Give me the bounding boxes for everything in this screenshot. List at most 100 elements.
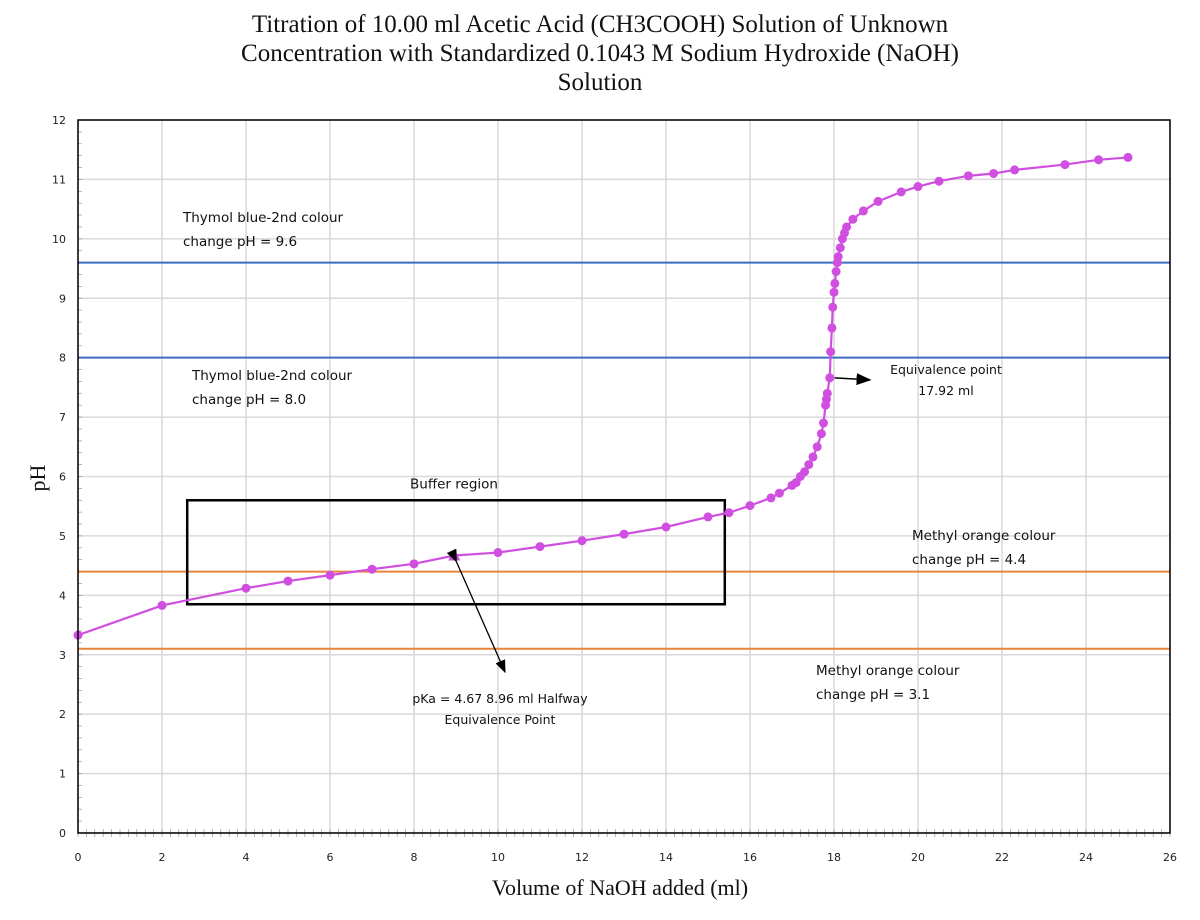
x-tick-label: 20 [911,851,925,864]
data-point [493,548,503,558]
annotations: Equivalence point 17.92 ml pKa = 4.67 8.96… [412,362,1002,727]
data-point [812,442,822,452]
x-tick-label: 24 [1079,851,1093,864]
y-tick-label: 6 [59,471,66,484]
y-tick-label: 8 [59,352,66,365]
reference-line-label: change pH = 9.6 [183,234,297,250]
data-point [848,214,858,224]
reference-line-label: change pH = 8.0 [192,392,306,408]
data-point [1060,160,1070,170]
data-point [800,467,810,477]
buffer-region-label: Buffer region [410,476,498,492]
data-point [535,542,545,552]
equivalence-label: Equivalence point [890,362,1002,377]
y-tick-label: 2 [59,708,66,721]
x-tick-label: 4 [243,851,250,864]
data-point [842,222,852,232]
data-point [858,206,868,216]
data-point [409,559,419,569]
title-line: Titration of 10.00 ml Acetic Acid (CH3CO… [251,11,949,38]
data-point [989,168,999,178]
data-point [367,564,377,574]
data-point [661,522,671,532]
data-point [913,182,923,192]
x-tick-label: 16 [743,851,757,864]
reference-lines: Thymol blue-2nd colour change pH = 9.6 Thy… [78,210,1170,703]
data-point [703,512,713,522]
halfway-arrow [446,548,506,674]
data-point [577,536,587,546]
data-point [828,302,838,312]
minor-ticks [77,119,1171,837]
x-tick-label: 18 [827,851,841,864]
x-tick-label: 8 [411,851,418,864]
data-point [829,287,839,297]
y-tick-label: 5 [59,530,66,543]
y-tick-label: 1 [59,768,66,781]
data-point [896,187,906,197]
data-point [825,373,835,383]
x-tick-label: 2 [159,851,166,864]
reference-line-label: Methyl orange colour [816,663,960,679]
data-point [835,243,845,253]
data-point [745,501,755,511]
reference-line-label: Methyl orange colour [912,528,1056,544]
y-tick-label: 0 [59,827,66,840]
x-tick-label: 22 [995,851,1009,864]
data-point [831,267,841,277]
data-point [325,570,335,580]
y-tick-label: 4 [59,589,66,602]
x-tick-label: 12 [575,851,589,864]
data-point [766,493,776,503]
data-point [816,429,826,439]
y-tick-label: 3 [59,649,66,662]
data-point [934,176,944,186]
data-point [808,452,818,462]
data-point [833,252,843,262]
equivalence-label: 17.92 ml [918,383,973,398]
y-tick-label: 9 [59,292,66,305]
data-point [774,488,784,498]
data-point [819,418,828,428]
x-tick-label: 14 [659,851,673,864]
x-tick-label: 26 [1163,851,1177,864]
data-point [1010,165,1020,175]
plot-frame [77,119,1171,834]
title-line: Solution [557,69,643,96]
data-point [619,529,629,539]
x-axis-label: Volume of NaOH added (ml) [492,875,748,900]
halfway-label: pKa = 4.67 8.96 ml Halfway [412,691,588,706]
data-point [724,508,734,518]
halfway-label: Equivalence Point [445,712,556,727]
data-point [830,278,840,288]
y-tick-label: 12 [52,114,66,127]
data-point [1094,155,1104,165]
data-point [822,388,832,398]
data-point [963,171,973,181]
y-axis-label: pH [25,464,50,491]
data-point [283,576,293,586]
x-tick-label: 10 [491,851,505,864]
x-tick-label: 0 [75,851,82,864]
y-tick-label: 10 [52,233,66,246]
reference-line-label: Thymol blue-2nd colour [191,368,353,384]
equivalence-arrow [834,373,872,386]
y-tick-label: 11 [52,173,66,186]
y-tick-label: 7 [59,411,66,424]
data-point [827,323,837,333]
grid [77,119,1171,834]
x-tick-label: 6 [327,851,334,864]
data-point [804,460,814,470]
reference-line-label: change pH = 3.1 [816,687,930,703]
reference-line-label: change pH = 4.4 [912,552,1026,568]
chart-title: Titration of 10.00 ml Acetic Acid (CH3CO… [0,10,1200,97]
data-point [241,583,251,593]
data-point [826,347,836,357]
data-point [157,600,167,610]
reference-line-label: Thymol blue-2nd colour [182,210,344,226]
title-line: Concentration with Standardized 0.1043 M… [241,40,959,67]
data-point [1123,152,1133,162]
data-point [873,196,883,206]
